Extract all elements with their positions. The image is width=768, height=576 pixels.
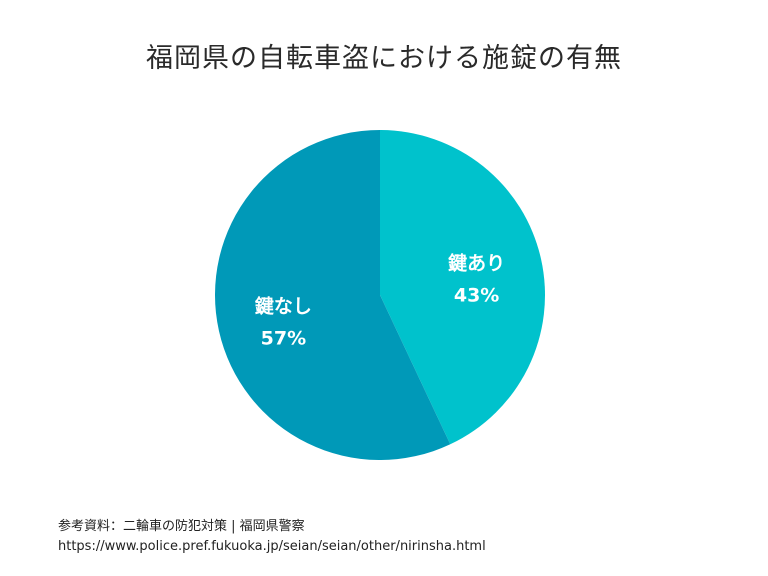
source-url: https://www.police.pref.fukuoka.jp/seian… (58, 539, 486, 554)
slice-value-1: 43% (454, 284, 499, 306)
slice-label-2: 鍵なし (255, 295, 312, 318)
chart-title: 福岡県の自転車盗における施錠の有無 (146, 43, 622, 74)
source-reference: 参考資料：二輪車の防犯対策 | 福岡県警察 (58, 519, 305, 534)
pie-slice-1 (380, 130, 545, 445)
slice-value-2: 57% (261, 328, 306, 350)
source-note: 参考資料：二輪車の防犯対策 | 福岡県警察 https://www.police… (58, 517, 486, 557)
pie-slice-2 (214, 130, 451, 460)
slice-label-1: 鍵あり (448, 251, 505, 274)
